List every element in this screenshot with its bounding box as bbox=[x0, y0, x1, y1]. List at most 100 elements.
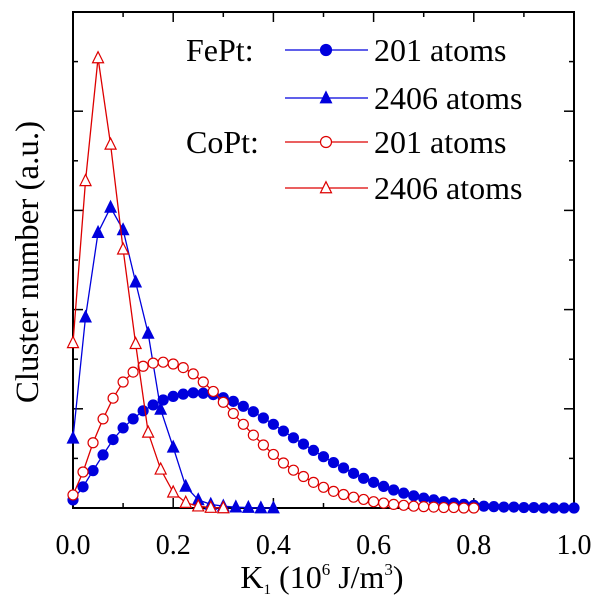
data-point bbox=[287, 432, 300, 444]
x-tick-label: 0.4 bbox=[256, 530, 291, 561]
data-point bbox=[277, 457, 290, 469]
data-point bbox=[177, 362, 189, 374]
data-point bbox=[66, 430, 80, 444]
data-point bbox=[187, 387, 199, 399]
data-point bbox=[528, 501, 540, 514]
series-line bbox=[72, 361, 474, 509]
data-point bbox=[267, 448, 279, 461]
data-point bbox=[548, 502, 560, 514]
data-point bbox=[297, 438, 310, 450]
data-point bbox=[241, 499, 255, 513]
data-point bbox=[319, 90, 333, 104]
x-tick-label: 1.0 bbox=[557, 530, 592, 561]
data-point bbox=[204, 499, 218, 513]
data-point bbox=[87, 437, 99, 449]
data-point bbox=[87, 465, 99, 477]
x-tick-label: 0.8 bbox=[456, 530, 491, 561]
data-point bbox=[518, 501, 530, 514]
data-point bbox=[257, 439, 269, 451]
data-point bbox=[141, 325, 155, 339]
data-point bbox=[179, 494, 193, 508]
data-point bbox=[97, 413, 109, 425]
data-point bbox=[428, 501, 440, 513]
data-point bbox=[147, 399, 159, 411]
data-point bbox=[438, 501, 450, 514]
data-point bbox=[277, 425, 290, 437]
data-point bbox=[237, 400, 249, 412]
legend-entry-label: 201 atoms bbox=[374, 32, 506, 68]
data-point bbox=[197, 376, 209, 388]
data-point bbox=[388, 498, 400, 510]
data-point bbox=[319, 135, 333, 149]
data-point bbox=[91, 50, 105, 64]
series-copt-201-atoms bbox=[67, 356, 480, 514]
data-point bbox=[154, 461, 168, 475]
data-point bbox=[266, 500, 280, 514]
series-fept-2406-atoms bbox=[66, 199, 280, 514]
data-point bbox=[408, 500, 420, 512]
data-point bbox=[154, 401, 168, 415]
data-point bbox=[448, 501, 460, 514]
data-point bbox=[287, 464, 300, 476]
data-point bbox=[357, 493, 370, 506]
data-point bbox=[129, 274, 143, 288]
data-point bbox=[378, 480, 390, 492]
data-point bbox=[107, 434, 119, 446]
data-point bbox=[77, 466, 89, 478]
data-point bbox=[104, 199, 118, 213]
data-point bbox=[297, 470, 310, 483]
data-point bbox=[147, 357, 159, 369]
data-point bbox=[468, 502, 480, 514]
data-point bbox=[247, 406, 259, 418]
data-point bbox=[408, 490, 420, 502]
plot-series bbox=[66, 50, 580, 514]
data-point bbox=[398, 487, 410, 499]
data-point bbox=[91, 224, 105, 238]
data-point bbox=[229, 499, 243, 513]
data-point bbox=[116, 241, 130, 255]
data-point bbox=[368, 496, 380, 508]
legend-entry-label: 2406 atoms bbox=[374, 170, 522, 206]
data-point bbox=[568, 502, 580, 514]
data-point bbox=[317, 481, 330, 493]
data-point bbox=[247, 429, 259, 441]
data-point bbox=[388, 484, 400, 496]
data-point bbox=[418, 501, 430, 513]
data-point bbox=[167, 390, 179, 402]
data-point bbox=[347, 467, 360, 479]
x-tick-label: 0.2 bbox=[156, 530, 191, 561]
data-point bbox=[378, 497, 390, 509]
data-point bbox=[508, 501, 520, 513]
data-point bbox=[498, 501, 510, 513]
data-point bbox=[97, 449, 109, 461]
data-point bbox=[179, 478, 193, 492]
data-point bbox=[307, 476, 320, 488]
data-point bbox=[77, 481, 89, 493]
data-point bbox=[337, 488, 350, 501]
data-point bbox=[217, 396, 229, 408]
series-copt-2406-atoms bbox=[66, 50, 230, 514]
data-point bbox=[129, 336, 143, 350]
data-point bbox=[116, 222, 130, 236]
data-point bbox=[187, 368, 199, 380]
data-point bbox=[257, 412, 269, 424]
data-point bbox=[137, 405, 149, 417]
x-axis-label: K1 (106 J/m3) bbox=[240, 559, 403, 598]
data-point bbox=[398, 499, 410, 511]
legend-entry-label: 2406 atoms bbox=[374, 80, 522, 116]
data-point bbox=[79, 309, 92, 323]
series-line bbox=[72, 206, 274, 509]
data-point bbox=[67, 489, 79, 501]
data-point bbox=[166, 439, 180, 453]
x-tick-label: 0.0 bbox=[56, 530, 91, 561]
data-point bbox=[107, 392, 119, 404]
data-point bbox=[127, 366, 139, 378]
data-point bbox=[254, 500, 268, 514]
data-point bbox=[104, 136, 118, 150]
data-point bbox=[137, 360, 149, 372]
data-point bbox=[478, 500, 490, 512]
data-point bbox=[117, 422, 129, 434]
data-point bbox=[319, 180, 333, 194]
data-point bbox=[237, 418, 249, 430]
legend: FePt: 201 atoms 2406 atoms CoPt: 201 atoms 24… bbox=[186, 32, 522, 206]
